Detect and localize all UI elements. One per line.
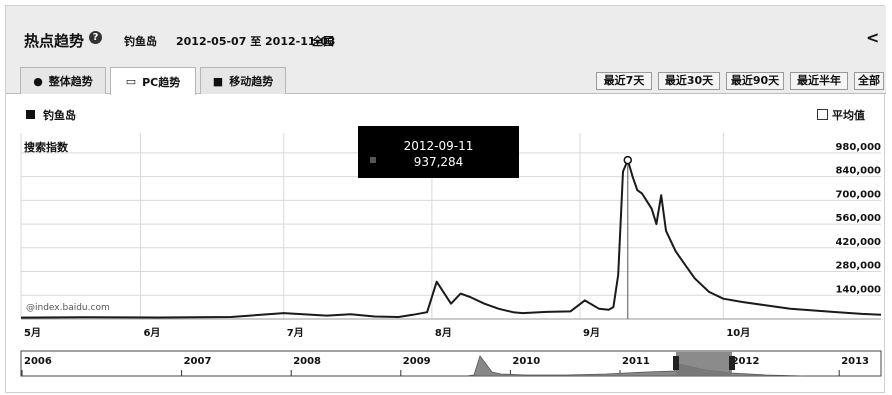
navigator-area (465, 355, 807, 377)
x-tick-label: 10月 (726, 327, 750, 339)
legend-swatch (26, 110, 35, 119)
tooltip-date: 2012-09-11 (403, 139, 474, 153)
average-checkbox[interactable] (817, 109, 828, 120)
tooltip-series-marker (370, 157, 376, 163)
legend-series-name[interactable]: 钓鱼岛 (43, 109, 76, 122)
x-tick-label: 7月 (287, 327, 304, 339)
navigator-year-label: 2012 (732, 356, 760, 367)
navigator-handle-left[interactable] (673, 356, 679, 370)
y-tick-label: 280,000 (835, 261, 881, 272)
y-axis-title: 搜索指数 (24, 141, 68, 154)
hover-point (623, 155, 633, 165)
navigator-year-label: 2013 (841, 356, 869, 367)
trend-chart[interactable]: 980,000 840,000 700,000 560,000 420,000 280,0… (6, 6, 886, 394)
x-tick-label: 5月 (24, 327, 41, 339)
y-tick-label: 700,000 (835, 189, 881, 200)
range-half-year-button[interactable]: 最近半年 (790, 72, 848, 90)
navigator-year-label: 2011 (622, 356, 650, 367)
y-tick-label: 140,000 (835, 284, 881, 295)
tab-mobile-trend[interactable]: ■ 移动趋势 (200, 67, 286, 94)
x-tick-label: 9月 (583, 327, 600, 339)
x-tick-label: 8月 (435, 327, 452, 339)
tab-label: PC趋势 (142, 75, 181, 89)
widget-header: 热点趋势 ? 钓鱼岛 2012-05-07 至 2012-11-03 全国 < … (6, 6, 886, 95)
help-icon[interactable]: ? (89, 31, 102, 44)
navigator-year-label: 2007 (184, 356, 212, 367)
tab-pc-trend[interactable]: ▭ PC趋势 (110, 67, 196, 95)
x-tick-label: 6月 (143, 327, 160, 339)
y-tick-label: 560,000 (835, 213, 881, 224)
navigator-selection (676, 352, 732, 375)
range-30-days-button[interactable]: 最近30天 (658, 72, 720, 90)
keyword-label: 钓鱼岛 (124, 35, 157, 48)
navigator (20, 350, 882, 377)
region-label: 全国 (312, 35, 334, 48)
range-all-button[interactable]: 全部 (854, 72, 884, 90)
navigator-year-label: 2009 (403, 356, 431, 367)
average-label[interactable]: 平均值 (832, 109, 865, 122)
tab-label: 整体趋势 (48, 75, 93, 88)
pie-icon: ● (33, 74, 43, 88)
y-tick-label: 840,000 (835, 166, 881, 177)
series-line (20, 159, 882, 319)
y-tick-label: 420,000 (835, 237, 881, 248)
tab-overall-trend[interactable]: ● 整体趋势 (20, 67, 106, 94)
monitor-icon: ▭ (125, 75, 137, 88)
navigator-year-label: 2008 (293, 356, 321, 367)
date-range-label: 2012-05-07 至 2012-11-03 (176, 35, 336, 48)
navigator-handle-right[interactable] (729, 356, 735, 370)
range-90-days-button[interactable]: 最近90天 (726, 72, 784, 90)
tooltip-value: 937,284 (413, 155, 464, 169)
share-icon[interactable]: < (866, 28, 880, 47)
trend-widget: 热点趋势 ? 钓鱼岛 2012-05-07 至 2012-11-03 全国 < … (5, 5, 886, 394)
navigator-year-label: 2006 (24, 356, 52, 367)
mobile-icon: ■ (212, 74, 224, 88)
tab-label: 移动趋势 (229, 75, 274, 88)
watermark: @index.baidu.com (26, 303, 110, 313)
hover-tooltip: 2012-09-11 937,284 (358, 126, 519, 178)
range-7-days-button[interactable]: 最近7天 (596, 72, 652, 90)
navigator-year-label: 2010 (512, 356, 540, 367)
y-tick-label: 980,000 (835, 142, 881, 153)
widget-title: 热点趋势 (24, 32, 85, 50)
